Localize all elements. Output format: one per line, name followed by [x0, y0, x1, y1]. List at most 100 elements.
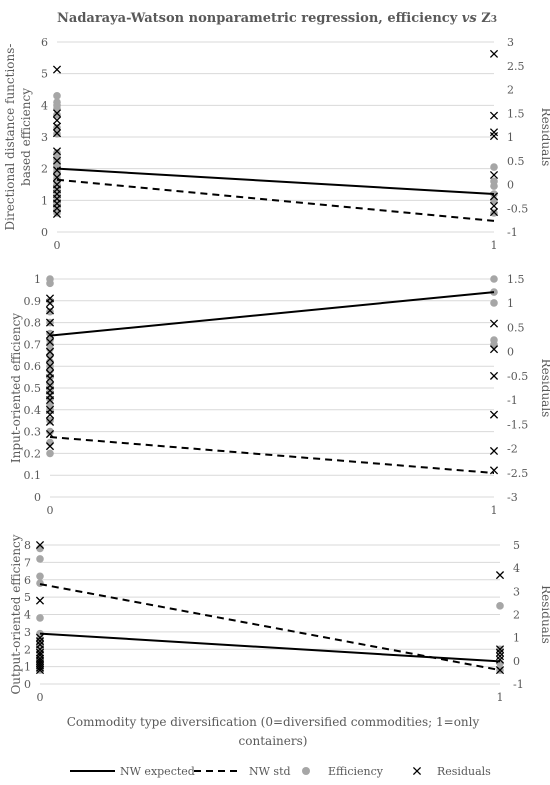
x-tick-label: 0	[54, 239, 61, 252]
residual-point	[489, 207, 499, 217]
residual-point	[35, 633, 45, 642]
y2-axis-label: Residuals	[539, 359, 550, 418]
residual-point	[45, 374, 55, 383]
efficiency-point	[46, 449, 54, 458]
residual-point	[52, 209, 62, 219]
y2-tick-label: -1.5	[507, 418, 528, 431]
legend-swatch	[302, 767, 310, 775]
efficiency-point	[46, 351, 54, 360]
nw-expected-line	[49, 291, 495, 337]
efficiency-point	[36, 614, 44, 622]
legend-label: Efficiency	[328, 765, 384, 778]
y2-tick-label: 3	[507, 36, 514, 49]
y2-tick-label: 2	[513, 609, 520, 622]
legend-item: NW std	[194, 765, 291, 778]
nw-expected-line	[56, 167, 495, 195]
y2-tick-label: 1.5	[507, 107, 525, 120]
y-tick-label: 2	[24, 643, 31, 656]
residual-point	[45, 299, 55, 308]
efficiency-point	[36, 555, 44, 563]
residual-point	[45, 306, 55, 315]
residual-point	[45, 417, 55, 426]
residual-point	[45, 337, 55, 347]
residual-point	[489, 345, 499, 354]
efficiency-point	[490, 209, 498, 217]
residual-point	[489, 49, 499, 58]
residual-point	[35, 637, 45, 646]
residual-point	[35, 650, 45, 660]
residual-point	[495, 571, 505, 580]
legend-label: NW expected	[120, 765, 195, 778]
y2-tick-label: -1	[513, 678, 524, 691]
y-tick-label: 7	[24, 556, 31, 569]
y2-tick-label: 0	[513, 655, 520, 668]
y-tick-label: 1	[34, 273, 41, 286]
residual-point	[489, 131, 499, 141]
residual-point	[489, 410, 499, 419]
nw-std-line	[49, 436, 495, 475]
residual-point	[45, 396, 55, 405]
efficiency-point	[53, 123, 61, 132]
residual-point	[489, 170, 499, 180]
residual-point	[45, 429, 55, 439]
y-axis-label: Directional distance functions-	[3, 44, 17, 231]
residual-point	[489, 111, 499, 120]
residual-point	[52, 147, 62, 156]
residual-point	[52, 166, 62, 175]
residual-point	[45, 410, 55, 419]
y-tick-label: 4	[41, 99, 48, 112]
efficiency-point	[46, 416, 54, 425]
efficiency-point	[490, 182, 498, 190]
chart-title: Nadaraya-Watson nonparametric regression…	[57, 11, 497, 26]
y2-tick-label: 0.5	[507, 321, 525, 334]
y2-tick-label: 4	[513, 562, 520, 575]
y2-tick-label: 0.5	[507, 155, 525, 168]
x-axis-label-line1: Commodity type diversification (0=divers…	[67, 715, 480, 729]
panel-1: 0 1 2 3 4 5 6 -1 -0.5 0 0.5 1 1.5 2 2.5 3 0 1 Directional …	[3, 36, 550, 252]
y-tick-label: 3	[24, 626, 31, 639]
y2-axis-label: Residuals	[539, 585, 550, 644]
y-tick-label: 2	[41, 163, 48, 176]
nw-std-line	[39, 583, 501, 672]
y-tick-label: 0	[24, 678, 31, 691]
efficiency-point	[490, 299, 498, 307]
y-tick-label: 0.1	[24, 469, 42, 482]
y-tick-label: 5	[24, 591, 31, 604]
efficiency-point	[490, 275, 498, 283]
y2-tick-label: -0.5	[507, 202, 528, 215]
y2-tick-label: 1.5	[507, 273, 525, 286]
residual-point	[35, 663, 45, 672]
x-tick-label: 0	[47, 504, 54, 517]
residual-point	[495, 652, 505, 661]
efficiency-point	[53, 209, 61, 217]
residual-point	[45, 442, 55, 451]
panel-2: 0 0.1 0.2 0.3 0.4 0.5 0.6 0.7 0.8 0.9 1 -3 -2.5 -2 -1.…	[9, 273, 550, 517]
y-tick-label: 0.6	[24, 360, 42, 373]
efficiency-point	[46, 395, 54, 403]
panels: 0 1 2 3 4 5 6 -1 -0.5 0 0.5 1 1.5 2 2.5 3 0 1 Directional …	[3, 36, 550, 704]
residual-point	[489, 201, 499, 210]
x-tick-label: 1	[491, 504, 498, 517]
residual-point	[489, 371, 499, 380]
residual-point	[52, 122, 62, 131]
legend-item: Residuals	[412, 765, 491, 778]
efficiency-point	[53, 111, 61, 119]
y2-tick-label: -0.5	[507, 370, 528, 383]
legend-label: Residuals	[437, 765, 491, 778]
y2-tick-label: 1	[507, 131, 514, 144]
nw-std-line	[56, 178, 495, 222]
x-tick-label: 0	[37, 691, 44, 704]
residual-point	[495, 655, 505, 664]
chart-title-vs: vs	[462, 11, 478, 26]
residual-point	[52, 65, 62, 74]
y-axis-label: based efficiency	[19, 88, 33, 186]
residual-point	[35, 648, 45, 657]
y2-tick-label: 0	[507, 179, 514, 192]
legend-swatch	[412, 766, 422, 776]
efficiency-point	[53, 104, 61, 113]
y2-tick-label: -1	[507, 394, 518, 407]
residual-point	[489, 319, 499, 328]
legend: NW expected NW std Efficiency Residuals	[70, 765, 491, 778]
residual-point	[45, 354, 55, 363]
